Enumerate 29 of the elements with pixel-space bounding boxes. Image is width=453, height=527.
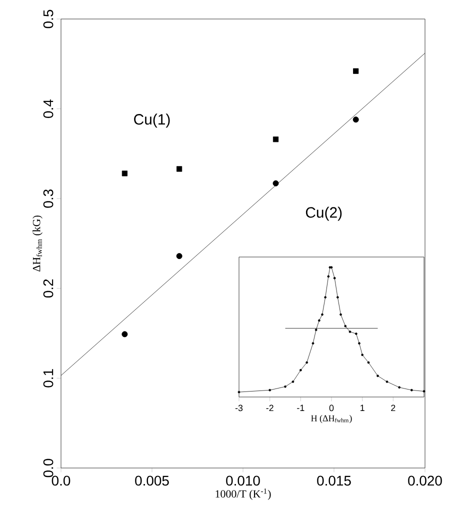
y-tick-label: 0.2 [43,279,54,298]
x-tick-label: 0.015 [317,476,351,486]
x-tick-label: 0.005 [135,476,169,486]
point [176,253,182,260]
point [176,166,182,172]
point [122,170,128,176]
x-tick-label: -2 [266,404,274,412]
y-tick-label: 0.5 [43,10,54,28]
point [122,331,128,338]
x-axis-title: 1000/T (K$^{-1}$) [216,488,271,500]
point [272,136,279,142]
y-tick-label: 0.4 [43,100,54,118]
text: Cu(2) [306,206,342,221]
point [272,180,279,186]
y-axis-title: ΔH$_{fwhm}$ (kG) [32,216,42,272]
x-tick-label: -3 [235,404,243,412]
y-tick-label: 0.3 [43,190,54,208]
x-tick-label: 0.010 [226,476,260,486]
text: Cu(1) [134,114,170,128]
x-tick-label: 0 [329,404,334,412]
point [352,116,359,123]
x-tick-label: 0.020 [408,476,442,486]
x-tick-label: 2 [391,404,396,412]
x-tick-label: 0.0 [52,476,70,486]
point [353,68,359,74]
y-tick-label: 0.1 [43,369,54,388]
x-tick-label: 1 [360,404,364,411]
x-axis-title: H (ΔH$_{fwhm}$) [311,414,352,424]
x-tick-label: -1 [297,404,304,411]
